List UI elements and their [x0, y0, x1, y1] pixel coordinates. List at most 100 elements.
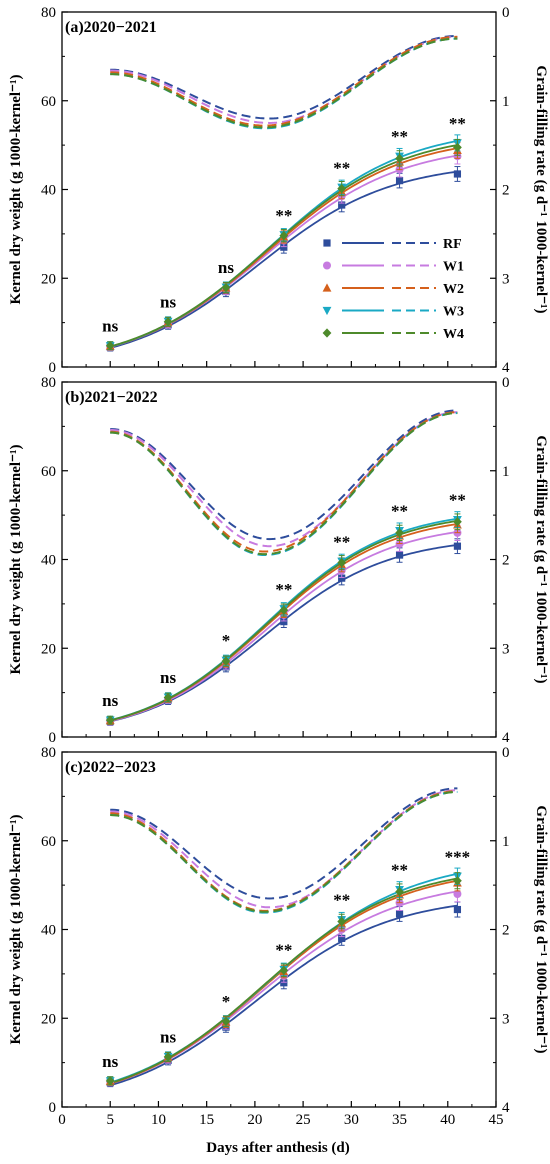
data-point-RF	[395, 910, 404, 918]
y2-tick-label: 4	[502, 730, 510, 746]
y2-axis-title: Grain-filling rate (g d⁻¹ 1000-kernel⁻¹)	[533, 65, 549, 313]
weight-curve-RF	[110, 544, 458, 723]
data-point-W4	[337, 558, 347, 568]
y-tick-label: 20	[41, 641, 56, 657]
significance-label: **	[333, 891, 350, 910]
y2-tick-label: 1	[502, 834, 510, 850]
significance-label: ns	[218, 258, 234, 277]
y2-tick-label: 4	[502, 1100, 510, 1116]
y-tick-label: 0	[49, 730, 57, 746]
data-point-W4	[337, 184, 347, 194]
rate-curve-W1	[110, 411, 458, 548]
data-point-RF	[453, 905, 462, 914]
data-point-W4	[395, 153, 404, 164]
significance-label: **	[275, 940, 292, 959]
y2-tick-label: 1	[502, 94, 510, 110]
data-point-W1	[453, 890, 462, 898]
legend-label-W4: W4	[443, 327, 464, 342]
significance-label: **	[275, 580, 292, 599]
y-tick-label: 0	[49, 360, 57, 376]
plot-frame	[61, 751, 497, 1108]
rate-curve-RF	[110, 34, 458, 120]
significance-label: **	[333, 532, 350, 551]
y2-tick-label: 3	[502, 641, 510, 657]
y-tick-label: 0	[49, 1100, 57, 1116]
data-point-RF	[453, 170, 462, 178]
data-point-RF	[395, 551, 404, 559]
x-axis-title: Days after anthesis (d)	[206, 1140, 349, 1156]
significance-label: **	[449, 491, 466, 510]
data-point-W4	[221, 1016, 231, 1026]
data-point-RF	[280, 243, 288, 251]
significance-label: **	[391, 127, 408, 146]
rate-curve-RF	[110, 787, 458, 900]
chart-panel-2: 0 20 40 60 80 0 1 2 3 4 (b)2021−2022 Kernel dry wei…	[8, 375, 549, 746]
data-point-RF	[280, 618, 288, 626]
significance-label: ns	[102, 317, 118, 336]
y2-tick-label: 2	[502, 553, 510, 569]
y-axis-title: Kernel dry weight (g 1000-kernel⁻¹)	[8, 75, 24, 305]
data-point-W4	[105, 715, 115, 725]
y2-tick-label: 0	[502, 5, 510, 21]
y-tick-label: 40	[41, 183, 56, 199]
significance-label: *	[222, 631, 231, 650]
x-tick-label: 40	[440, 1112, 455, 1128]
data-point-W4	[453, 876, 462, 886]
significance-label: ns	[102, 691, 118, 710]
data-point-W4	[395, 528, 404, 538]
rate-curve-W4	[110, 412, 458, 556]
data-point-RF	[395, 177, 404, 185]
x-tick-label: 20	[247, 1112, 262, 1128]
y2-tick-label: 2	[502, 923, 510, 939]
y-tick-label: 60	[41, 834, 56, 850]
significance-label: **	[333, 158, 350, 177]
data-point-W4	[221, 656, 231, 666]
y-tick-label: 80	[41, 5, 56, 21]
y2-tick-label: 3	[502, 271, 510, 287]
y2-tick-label: 2	[502, 183, 510, 199]
weight-curve-RF	[109, 904, 458, 1087]
rate-curve-W2	[110, 35, 458, 127]
y2-tick-label: 4	[502, 360, 510, 376]
x-tick-label: 35	[392, 1112, 407, 1128]
data-point-W4	[279, 231, 289, 241]
data-point-RF	[338, 201, 346, 209]
data-point-W4	[163, 1052, 173, 1062]
x-tick-label: 5	[106, 1112, 114, 1128]
y2-axis-title: Grain-filling rate (g d⁻¹ 1000-kernel⁻¹)	[533, 805, 549, 1053]
y-tick-label: 40	[41, 553, 56, 569]
data-point-RF	[338, 574, 346, 582]
significance-label: **	[391, 502, 408, 521]
data-point-W4	[395, 887, 404, 897]
data-point-W4	[279, 605, 289, 615]
significance-label: *	[222, 992, 231, 1011]
y-axis-title: Kernel dry weight (g 1000-kernel⁻¹)	[8, 815, 24, 1045]
x-tick-label: 0	[58, 1112, 66, 1128]
data-point-W4	[453, 142, 462, 152]
y-tick-label: 80	[41, 375, 56, 391]
rate-curve-W1	[110, 35, 458, 124]
data-point-W4	[279, 965, 289, 975]
panel-title: (a)2020−2021	[65, 19, 157, 36]
legend-marker-W3	[322, 306, 332, 316]
legend: RF W1 W2 W3 W4	[322, 237, 464, 342]
y-tick-label: 60	[41, 94, 56, 110]
data-point-W4	[105, 341, 115, 351]
legend-marker-W4	[322, 328, 332, 338]
y-tick-label: 60	[41, 464, 56, 480]
legend-label-W2: W2	[443, 282, 464, 297]
data-point-RF	[338, 934, 346, 942]
legend-marker-W1	[323, 261, 331, 270]
rate-curve-RF	[110, 409, 458, 541]
legend-marker-RF	[323, 239, 331, 247]
y2-tick-label: 0	[502, 745, 510, 761]
y-tick-label: 40	[41, 923, 56, 939]
x-tick-label: 25	[296, 1112, 311, 1128]
legend-label-W3: W3	[443, 305, 464, 320]
plot-frame	[61, 11, 497, 368]
panel-title: (b)2021−2022	[65, 389, 158, 406]
significance-label: ns	[102, 1052, 118, 1071]
y2-tick-label: 1	[502, 464, 510, 480]
